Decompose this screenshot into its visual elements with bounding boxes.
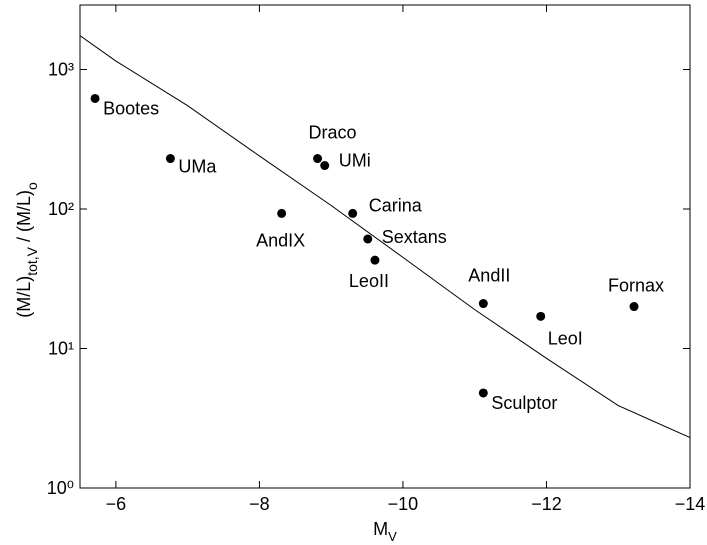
y-label-part: (M/L): [14, 276, 34, 318]
x-tick-label: −14: [675, 494, 706, 514]
y-label-part: / (M/L): [14, 190, 34, 247]
point-label: UMa: [178, 157, 217, 177]
y-label-sub: tot,V: [24, 246, 40, 275]
data-point: [363, 234, 373, 244]
data-point: [629, 302, 639, 312]
data-point: [277, 208, 287, 218]
x-tick-label: −12: [531, 494, 562, 514]
data-point: [320, 161, 330, 171]
plot-frame: [79, 4, 691, 489]
point-label: Fornax: [608, 276, 664, 296]
y-tick-label: 10¹: [48, 339, 74, 359]
point-label: Sextans: [382, 227, 447, 247]
data-point: [370, 255, 380, 265]
model-curve: [80, 35, 690, 438]
point-label: AndIX: [256, 230, 305, 250]
data-point: [348, 208, 358, 218]
point-label: Draco: [309, 123, 357, 143]
point-label: Carina: [369, 195, 423, 215]
point-label: Bootes: [103, 98, 159, 118]
data-point: [478, 299, 488, 309]
y-label-sub: o: [24, 182, 40, 190]
point-label: LeoI: [548, 328, 583, 348]
y-tick-label: 10²: [48, 199, 74, 219]
point-label: UMi: [339, 151, 371, 171]
data-point: [313, 154, 323, 164]
y-tick-label: 10⁰: [47, 478, 74, 498]
x-label-sub: V: [388, 529, 397, 544]
x-label-main: M: [373, 519, 388, 539]
data-point: [536, 311, 546, 321]
point-label: AndII: [468, 266, 510, 286]
x-tick-label: −8: [249, 494, 270, 514]
y-tick-label: 10³: [48, 60, 74, 80]
data-point: [478, 388, 488, 398]
x-axis-label: MV: [373, 519, 397, 544]
point-label: LeoII: [349, 271, 389, 291]
data-point: [165, 154, 175, 164]
x-tick-label: −10: [388, 494, 419, 514]
point-label: Sculptor: [491, 393, 557, 413]
data-point: [90, 93, 100, 103]
y-axis-label: (M/L)tot,V / (M/L)o: [14, 182, 40, 318]
x-tick-label: −6: [106, 494, 127, 514]
